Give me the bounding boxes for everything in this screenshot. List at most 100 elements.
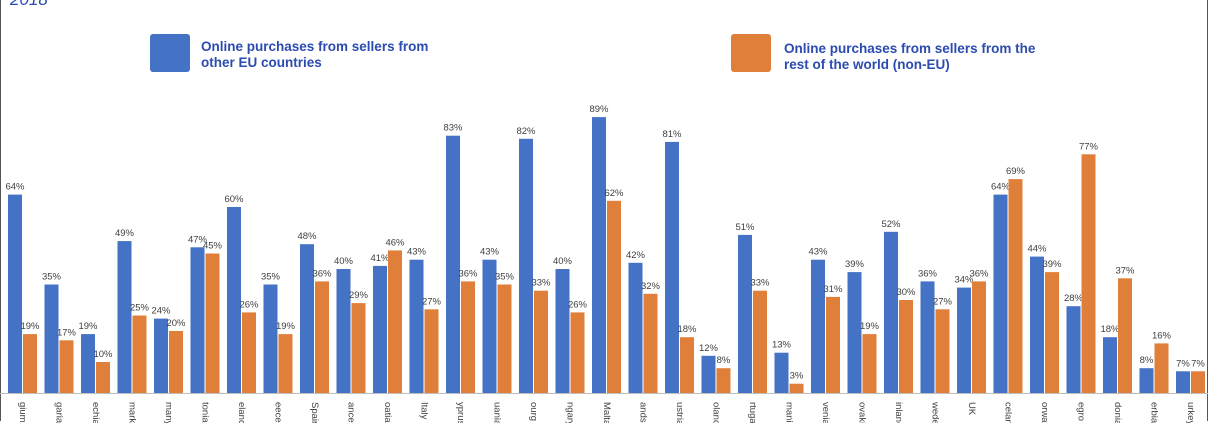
value-label-eu-11: 43% [407,247,427,258]
bar-non-eu-17 [643,293,658,393]
category-label-22: venia [820,402,831,423]
bar-eu-15 [555,269,570,393]
value-label-eu-22: 43% [808,247,828,258]
bar-eu-8 [300,244,314,393]
bar-eu-25 [920,281,935,393]
value-label-eu-23: 39% [845,259,865,270]
value-label-eu-29: 28% [1064,293,1084,304]
bar-eu-20 [738,234,752,393]
value-label-non-eu-4: 20% [166,318,186,329]
bar-eu-13 [482,259,497,393]
bar-eu-29 [1066,306,1081,393]
bar-non-eu-30 [1118,278,1132,393]
value-label-non-eu-25: 27% [933,296,953,307]
bar-non-eu-31 [1154,343,1169,393]
value-label-non-eu-21: 3% [790,371,804,382]
category-label-6: eland [236,402,247,423]
value-label-eu-16: 89% [589,104,609,115]
value-label-non-eu-16: 62% [604,188,624,199]
bar-non-eu-3 [132,315,147,393]
category-label-4: many [163,402,174,423]
value-label-non-eu-32: 7% [1191,358,1205,369]
bar-non-eu-20 [753,290,767,393]
bar-eu-14 [519,138,533,393]
value-label-eu-14: 82% [516,126,536,137]
category-label-5: tonia [200,402,211,423]
value-label-non-eu-14: 33% [531,278,551,289]
value-label-eu-15: 40% [553,256,573,267]
value-label-eu-24: 52% [881,219,901,230]
value-label-eu-20: 51% [735,222,755,233]
bar-eu-9 [336,269,351,393]
bar-non-eu-21 [789,383,804,393]
value-label-non-eu-31: 16% [1152,330,1172,341]
category-label-16: Malta [601,402,612,423]
bar-non-eu-16 [607,200,621,393]
bar-non-eu-26 [972,281,986,393]
value-label-non-eu-30: 37% [1115,265,1135,276]
category-label-10: oatia [382,402,393,423]
category-label-27: celand [1003,402,1014,423]
category-label-20: rtugal [747,402,758,423]
value-label-eu-25: 36% [918,268,938,279]
legend-swatch-non-eu [731,34,771,72]
bar-eu-1 [44,284,59,393]
bar-non-eu-22 [826,296,840,393]
value-label-non-eu-20: 33% [750,278,770,289]
value-label-non-eu-13: 35% [495,272,515,283]
bar-eu-16 [592,117,606,393]
value-label-non-eu-29: 77% [1079,141,1099,152]
value-label-non-eu-17: 32% [641,281,661,292]
bar-eu-28 [1030,256,1044,393]
value-label-eu-9: 40% [334,256,354,267]
bar-non-eu-12 [461,281,475,393]
value-label-eu-32: 7% [1176,358,1190,369]
bar-non-eu-9 [351,303,366,393]
value-label-non-eu-22: 31% [823,284,843,295]
value-label-non-eu-28: 39% [1042,259,1062,270]
value-label-non-eu-15: 26% [568,299,588,310]
bar-eu-18 [665,141,679,393]
value-label-non-eu-18: 18% [677,324,697,335]
value-label-eu-19: 12% [699,343,719,354]
bar-non-eu-0 [23,334,37,393]
value-label-non-eu-11: 27% [422,296,442,307]
value-label-non-eu-26: 36% [969,268,989,279]
bar-eu-10 [373,265,387,393]
bar-eu-5 [190,247,205,393]
chart-year-label: 2018 [10,0,48,10]
category-label-12: yprus [455,402,466,423]
category-label-28: orway [1039,402,1050,423]
category-label-8: Spain [309,402,320,423]
value-label-eu-13: 43% [480,247,500,258]
value-label-non-eu-0: 19% [20,321,40,332]
value-label-non-eu-12: 36% [458,268,478,279]
category-label-2: echia [90,402,101,423]
bar-non-eu-2 [96,362,110,393]
category-label-15: ngary [565,402,576,423]
bar-eu-27 [993,194,1008,393]
bar-eu-11 [409,259,424,393]
value-label-eu-31: 8% [1140,355,1154,366]
category-label-17: ands [638,402,649,423]
value-label-non-eu-6: 26% [239,299,259,310]
bar-non-eu-27 [1008,179,1023,393]
bar-non-eu-5 [205,253,220,393]
value-label-eu-2: 19% [78,321,98,332]
value-label-eu-3: 49% [115,228,135,239]
bar-eu-3 [117,241,132,393]
value-label-non-eu-19: 8% [717,355,731,366]
bar-non-eu-32 [1191,371,1205,393]
bar-eu-4 [154,318,168,393]
category-label-3: mark [127,402,138,423]
legend-label-non-eu: Online purchases from sellers from the r… [784,41,1036,72]
category-label-25: weden [930,401,941,423]
bar-non-eu-4 [169,331,183,393]
bar-eu-0 [8,194,22,393]
value-label-eu-26: 34% [954,275,974,286]
legend-swatch-eu [150,34,190,72]
value-label-non-eu-3: 25% [130,303,150,314]
bar-eu-19 [701,355,716,393]
bar-non-eu-11 [424,309,439,393]
